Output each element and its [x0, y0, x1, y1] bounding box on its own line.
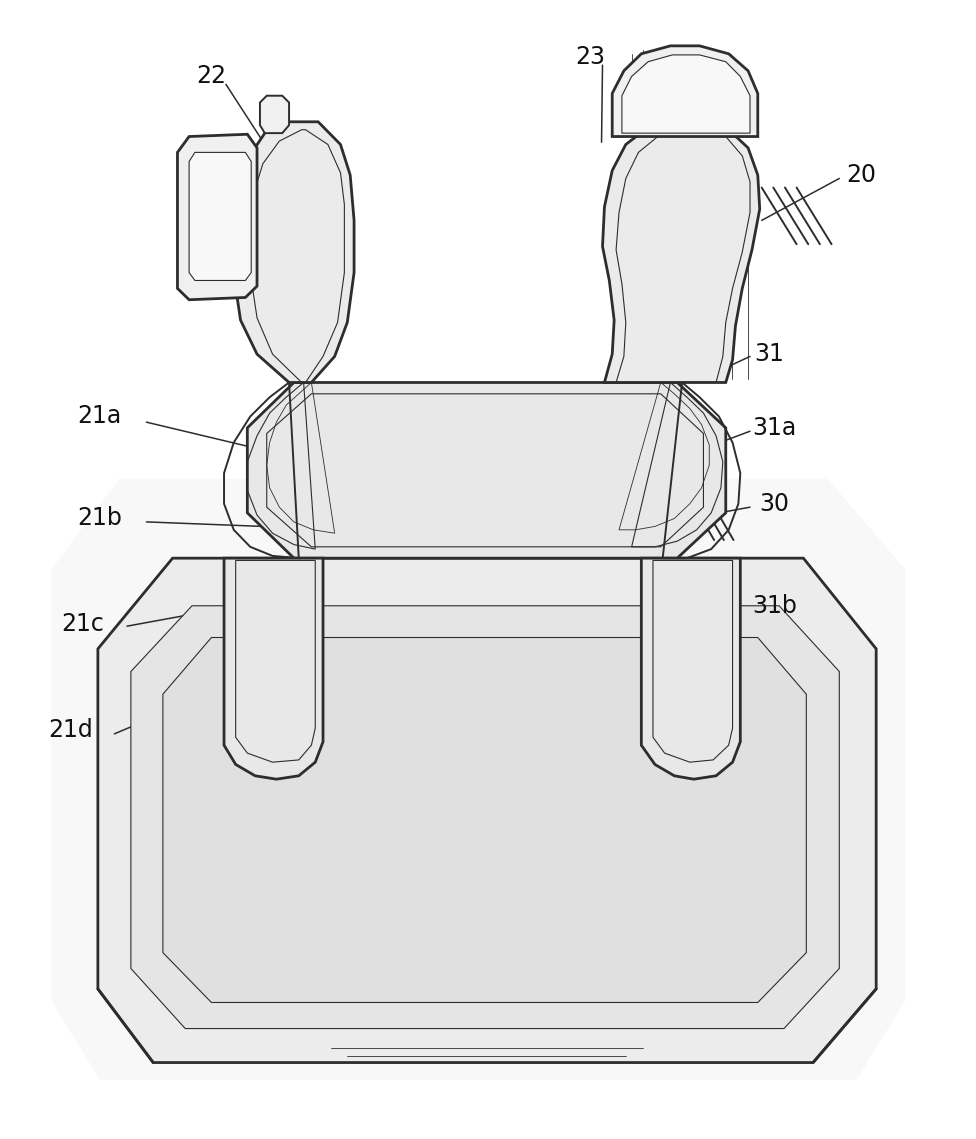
Text: 21c: 21c	[61, 612, 103, 636]
Polygon shape	[641, 558, 741, 779]
Polygon shape	[98, 558, 876, 1063]
Polygon shape	[52, 478, 906, 1080]
Polygon shape	[247, 383, 726, 558]
Text: 31: 31	[754, 342, 785, 366]
Polygon shape	[602, 122, 759, 383]
Polygon shape	[260, 96, 289, 133]
Polygon shape	[224, 558, 323, 779]
Text: 30: 30	[759, 492, 790, 516]
Text: 20: 20	[846, 163, 876, 187]
Text: 22: 22	[196, 65, 226, 89]
Polygon shape	[178, 134, 257, 300]
Polygon shape	[612, 46, 757, 137]
Text: 21d: 21d	[49, 719, 93, 743]
Text: 31b: 31b	[752, 593, 796, 617]
Text: 21: 21	[429, 412, 460, 436]
Text: 31a: 31a	[752, 416, 796, 440]
Text: 23: 23	[575, 46, 605, 69]
Text: 31c: 31c	[752, 691, 795, 715]
Polygon shape	[622, 55, 750, 133]
Text: 31d: 31d	[645, 793, 690, 818]
Polygon shape	[131, 606, 839, 1029]
Polygon shape	[163, 638, 806, 1002]
Polygon shape	[233, 122, 354, 383]
Polygon shape	[189, 153, 251, 280]
Text: 21a: 21a	[78, 404, 122, 428]
Text: 21b: 21b	[77, 507, 122, 531]
